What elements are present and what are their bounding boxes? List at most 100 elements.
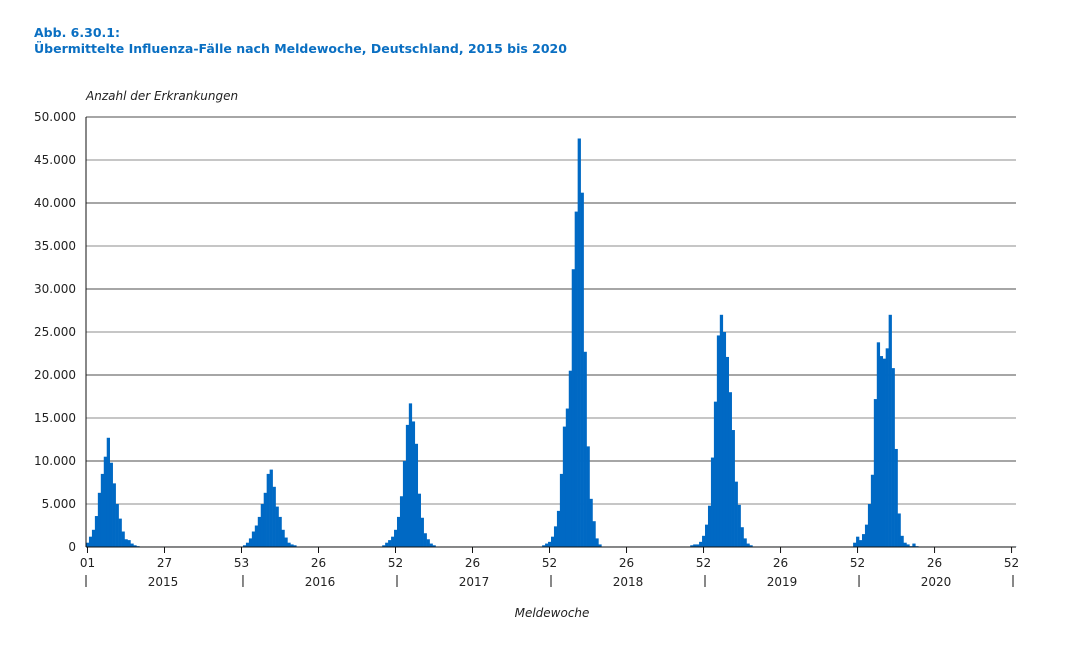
- bar: [254, 525, 259, 547]
- bar: [749, 545, 753, 547]
- bar: [571, 269, 575, 547]
- bar: [260, 504, 265, 547]
- bar: [269, 469, 273, 547]
- bar: [275, 506, 279, 547]
- bar: [426, 539, 430, 547]
- x-tick-label: 26: [927, 556, 942, 570]
- bar: [109, 462, 113, 547]
- bar: [100, 473, 105, 547]
- bar: [88, 536, 93, 547]
- x-tick-label: 26: [619, 556, 634, 570]
- bar: [251, 531, 256, 547]
- bar: [133, 545, 137, 547]
- bar: [94, 516, 99, 547]
- bar: [861, 534, 866, 547]
- y-tick-label: 5.000: [42, 497, 76, 511]
- bar: [432, 545, 436, 547]
- bar: [879, 356, 884, 547]
- x-tick-label: 53: [234, 556, 249, 570]
- y-tick-label: 10.000: [34, 454, 76, 468]
- bar: [91, 529, 96, 547]
- bar: [743, 538, 747, 547]
- bar: [746, 543, 750, 547]
- bar: [423, 533, 427, 547]
- bar: [414, 443, 419, 547]
- bar: [693, 544, 697, 547]
- bar: [580, 192, 584, 547]
- bar: [707, 505, 712, 547]
- bar: [864, 524, 869, 547]
- year-label: 2017: [459, 575, 490, 589]
- bar: [86, 542, 90, 547]
- bar: [124, 539, 128, 547]
- bar: [731, 430, 735, 547]
- bar: [121, 531, 125, 547]
- bar: [396, 516, 401, 547]
- bar: [417, 493, 421, 547]
- bar: [702, 535, 706, 547]
- bar: [429, 543, 433, 547]
- bar: [106, 437, 110, 547]
- bar: [565, 408, 570, 547]
- bar: [257, 516, 262, 547]
- bar: [545, 543, 549, 547]
- bar: [583, 351, 587, 547]
- bar: [405, 424, 410, 547]
- x-tick-label: 52: [1004, 556, 1019, 570]
- bar: [542, 545, 546, 547]
- bar: [737, 504, 741, 547]
- bar: [856, 536, 860, 547]
- bar: [719, 314, 724, 547]
- y-tick-label: 25.000: [34, 325, 76, 339]
- x-tick-label: 52: [542, 556, 557, 570]
- bar: [873, 399, 878, 547]
- x-tick-label: 52: [388, 556, 403, 570]
- bar: [867, 504, 872, 547]
- bar: [740, 527, 744, 547]
- x-tick-label: 52: [850, 556, 865, 570]
- bar: [388, 540, 392, 547]
- bar: [248, 538, 253, 547]
- bar: [284, 537, 288, 547]
- bar: [592, 521, 596, 547]
- bar: [97, 492, 102, 547]
- year-label: 2016: [305, 575, 336, 589]
- y-tick-label: 40.000: [34, 196, 76, 210]
- bar: [734, 481, 738, 547]
- bar: [598, 544, 602, 547]
- y-tick-label: 0: [68, 540, 76, 554]
- bar: [391, 536, 395, 547]
- bar: [882, 358, 886, 547]
- x-tick-label: 01: [80, 556, 95, 570]
- bar: [287, 542, 291, 547]
- bar: [713, 401, 718, 547]
- year-label: 2015: [148, 575, 179, 589]
- bar: [876, 342, 881, 547]
- y-tick-label: 15.000: [34, 411, 76, 425]
- x-tick-label: 26: [773, 556, 788, 570]
- bar: [293, 545, 297, 547]
- bar: [705, 524, 709, 547]
- x-tick-label: 52: [696, 556, 711, 570]
- x-tick-label: 27: [157, 556, 172, 570]
- year-label: 2019: [767, 575, 798, 589]
- bar: [242, 545, 247, 547]
- bar: [894, 448, 898, 547]
- bar: [278, 516, 282, 547]
- bar: [562, 426, 567, 547]
- bar: [870, 474, 875, 547]
- bar: [906, 544, 910, 547]
- bar: [725, 356, 730, 547]
- bar: [408, 403, 413, 547]
- bar: [577, 138, 581, 547]
- bar: [402, 461, 407, 547]
- bar: [115, 504, 119, 547]
- bar: [690, 545, 694, 547]
- bar: [103, 456, 108, 547]
- bar: [263, 492, 267, 547]
- bar: [420, 517, 424, 547]
- bar: [411, 421, 416, 547]
- y-tick-label: 30.000: [34, 282, 76, 296]
- y-tick-label: 20.000: [34, 368, 76, 382]
